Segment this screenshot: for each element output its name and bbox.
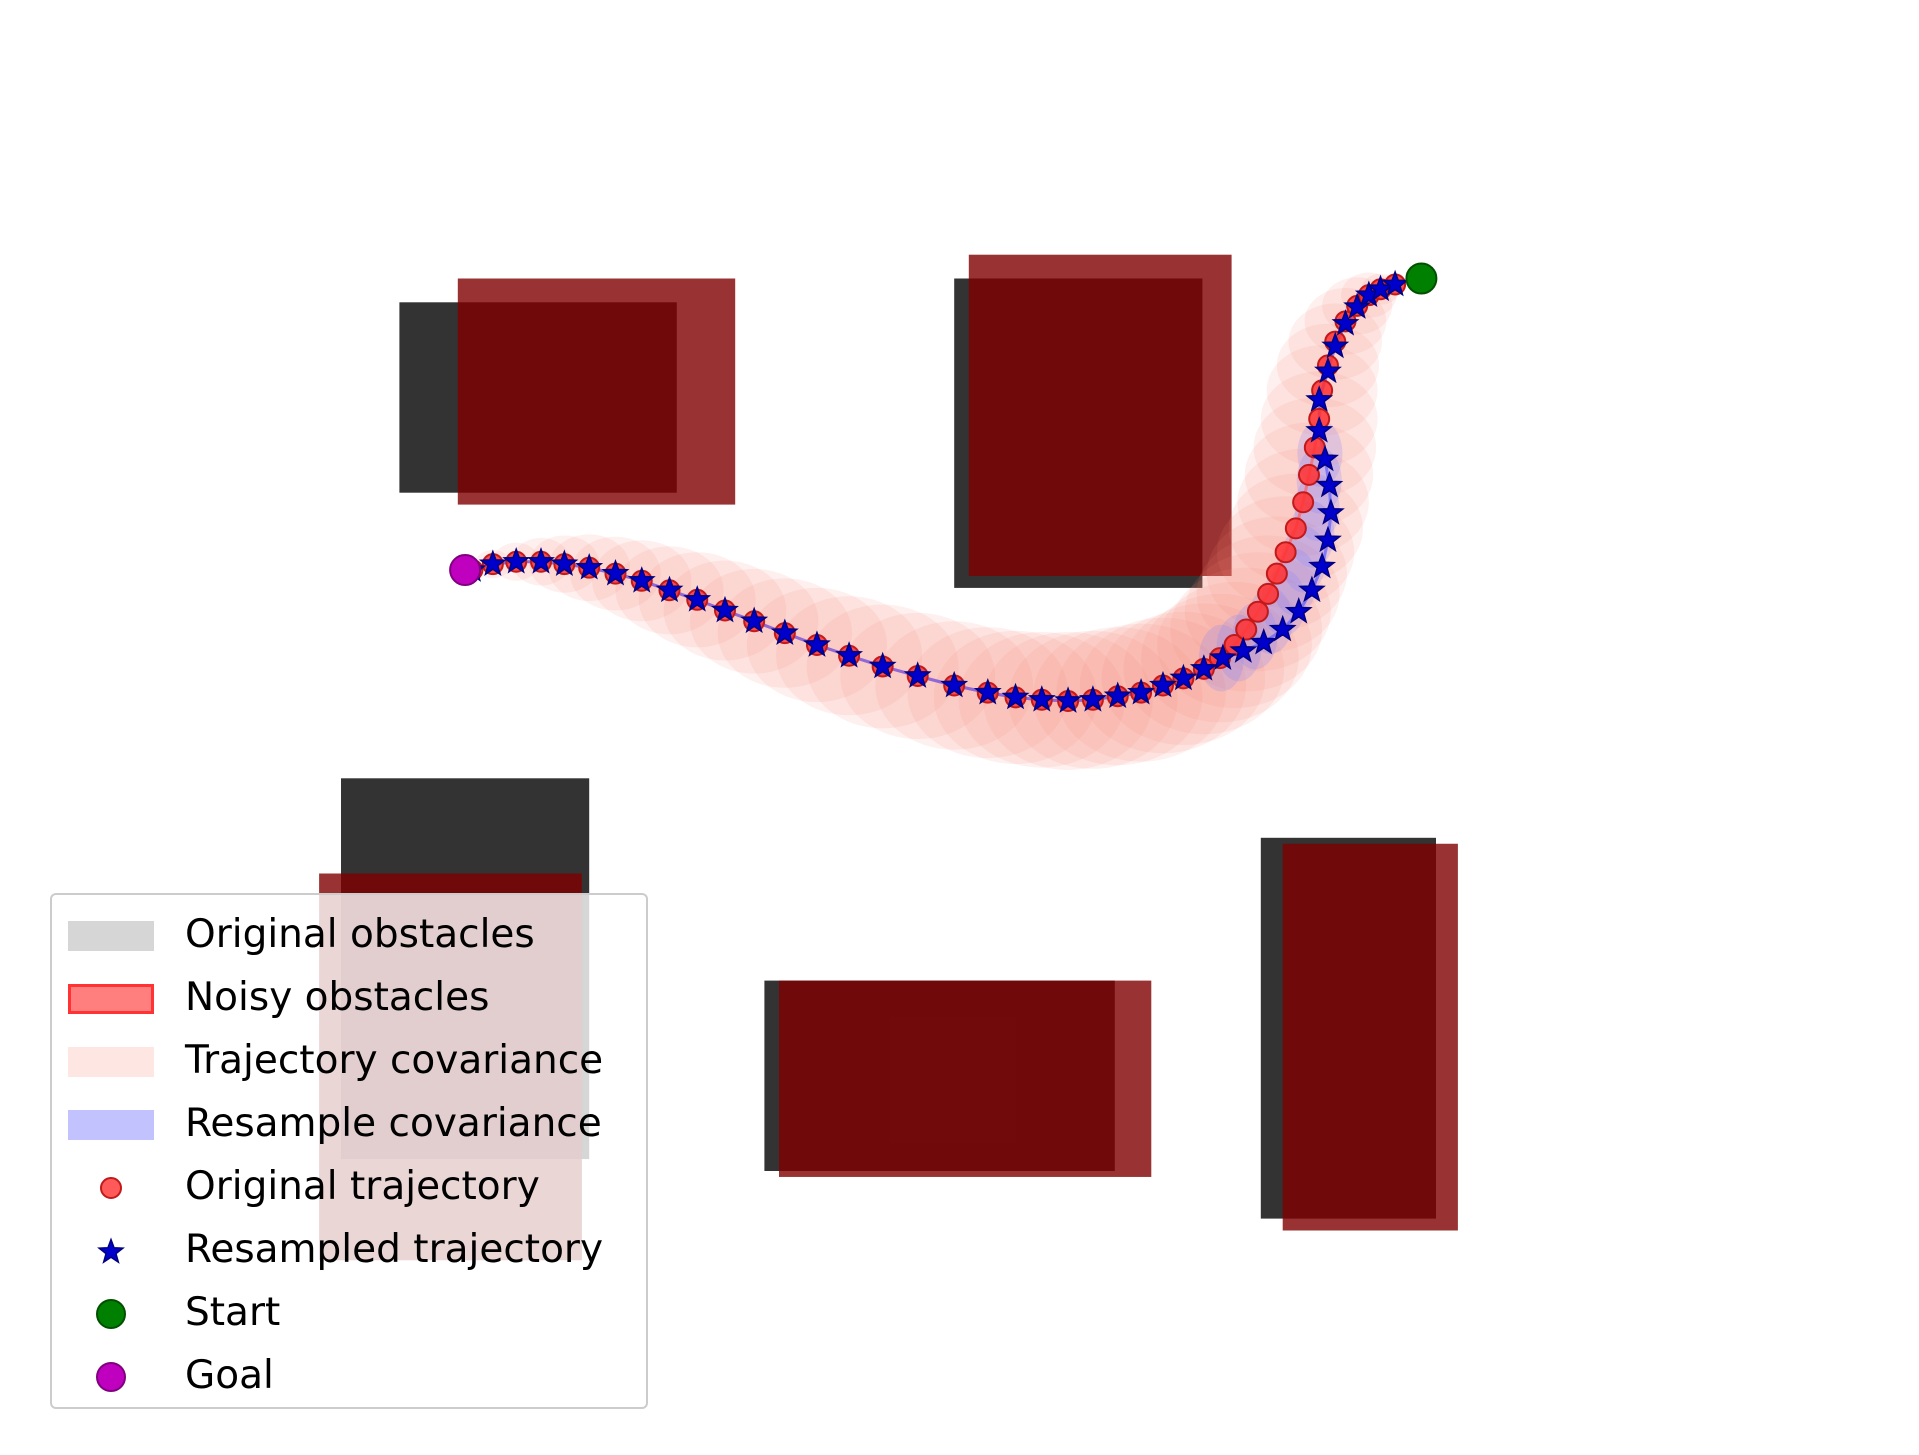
noisy-obstacle [779,980,1152,1177]
star-icon [97,1237,125,1264]
resampled-trajectory-point [478,549,507,576]
legend: Original obstacles Noisy obstacles Traje… [50,893,648,1409]
legend-item-noisy-obstacles: Noisy obstacles [52,970,646,1026]
legend-label: Goal [185,1353,274,1398]
legend-item-goal: Goal [52,1348,646,1404]
resampled-trajectory-point [1054,686,1083,713]
resampled-trajectory-point [1169,663,1198,691]
original-trajectory-point [1265,562,1288,585]
resampled-trajectory-point [740,606,769,634]
resampled-trajectory-point [1208,643,1237,670]
resampled-trajectory-point [711,595,739,623]
original-trajectory-point [1297,463,1320,486]
resampled-trajectory-point [1027,685,1056,712]
legend-swatch-noisy-obstacles [68,984,154,1014]
start-point [1405,262,1438,295]
resampled-trajectory-point [770,618,799,645]
resampled-trajectory-point [1308,551,1337,579]
original-trajectory-point [1257,582,1280,605]
resampled-trajectory-point [835,641,864,668]
resampled-trajectory-point [683,585,712,612]
original-trajectory-point [1284,517,1307,540]
resampled-trajectory-point [1001,682,1030,710]
legend-label: Start [185,1290,281,1335]
resampled-trajectory-point [1314,525,1342,553]
legend-swatch-trajectory-covariance [68,1047,154,1077]
resampled-trajectory-point [1127,677,1156,705]
noisy-obstacle [457,278,736,505]
noisy-obstacle [968,254,1232,576]
resampled-trajectory-point [575,553,604,580]
resampled-trajectory-point [1284,597,1313,624]
resampled-trajectory-point [1316,498,1345,525]
resampled-trajectory-point [1305,385,1334,412]
resampled-trajectory-point [1103,681,1132,709]
legend-item-original-trajectory: Original trajectory [52,1159,646,1215]
resampled-trajectory-point [527,547,555,574]
resampled-trajectory-point [1321,331,1350,359]
resample-covariance-ellipse [1289,501,1335,568]
resampled-trajectory-point [1078,685,1107,712]
original-trajectory-point [1274,541,1297,564]
resampled-trajectory-point [1305,416,1334,443]
endpoints-layer [449,262,1438,587]
resampled-trajectory-point [1314,356,1342,384]
original-trajectory-point [1292,491,1315,514]
resampled-trajectory-point [1268,614,1297,642]
noisy-obstacle [1282,843,1458,1231]
legend-item-start: Start [52,1285,646,1341]
original-trajectory-point [1235,618,1258,641]
resampled-trajectory-point [1381,269,1410,297]
legend-swatch-original-obstacles [68,921,154,951]
legend-swatch-goal [96,1362,126,1392]
legend-swatch-resample-covariance [68,1110,154,1140]
resampled-trajectory-point [1315,470,1344,498]
legend-swatch-start [96,1299,126,1329]
resampled-trajectory-point [502,547,531,574]
resampled-trajectory-point [940,670,969,698]
resampled-trajectory-point [868,651,897,679]
resampled-trajectory-layer [458,269,1410,713]
legend-label: Resample covariance [185,1101,602,1146]
legend-label: Original obstacles [185,912,535,957]
resampled-trajectory-point [1189,654,1218,681]
resampled-trajectory-point [1229,636,1258,663]
legend-swatch-original-trajectory [100,1177,122,1199]
resampled-trajectory-point [1249,627,1278,655]
resampled-trajectory-point [1297,575,1326,603]
resampled-trajectory-point [627,566,656,593]
resampled-trajectory-point [1331,309,1360,336]
resampled-trajectory-point [1149,670,1177,698]
resampled-trajectory-point [903,661,932,688]
goal-point [449,554,482,587]
resampled-trajectory-point [973,677,1002,705]
legend-label: Original trajectory [185,1164,540,1209]
original-trajectory-point [1246,600,1269,623]
legend-item-resample-covariance: Resample covariance [52,1096,646,1152]
legend-item-trajectory-covariance: Trajectory covariance [52,1033,646,1089]
legend-item-original-obstacles: Original obstacles [52,907,646,963]
legend-label: Noisy obstacles [185,975,490,1020]
resampled-trajectory-point [803,630,831,657]
resampled-trajectory-point [1311,444,1339,472]
legend-swatch-resampled-trajectory [97,1237,125,1264]
resampled-trajectory-point [601,558,630,586]
legend-label: Trajectory covariance [185,1038,604,1083]
legend-item-resampled-trajectory: Resampled trajectory [52,1222,646,1278]
legend-label: Resampled trajectory [185,1227,604,1272]
resampled-trajectory-point [655,575,684,603]
resampled-trajectory-point [550,549,579,576]
